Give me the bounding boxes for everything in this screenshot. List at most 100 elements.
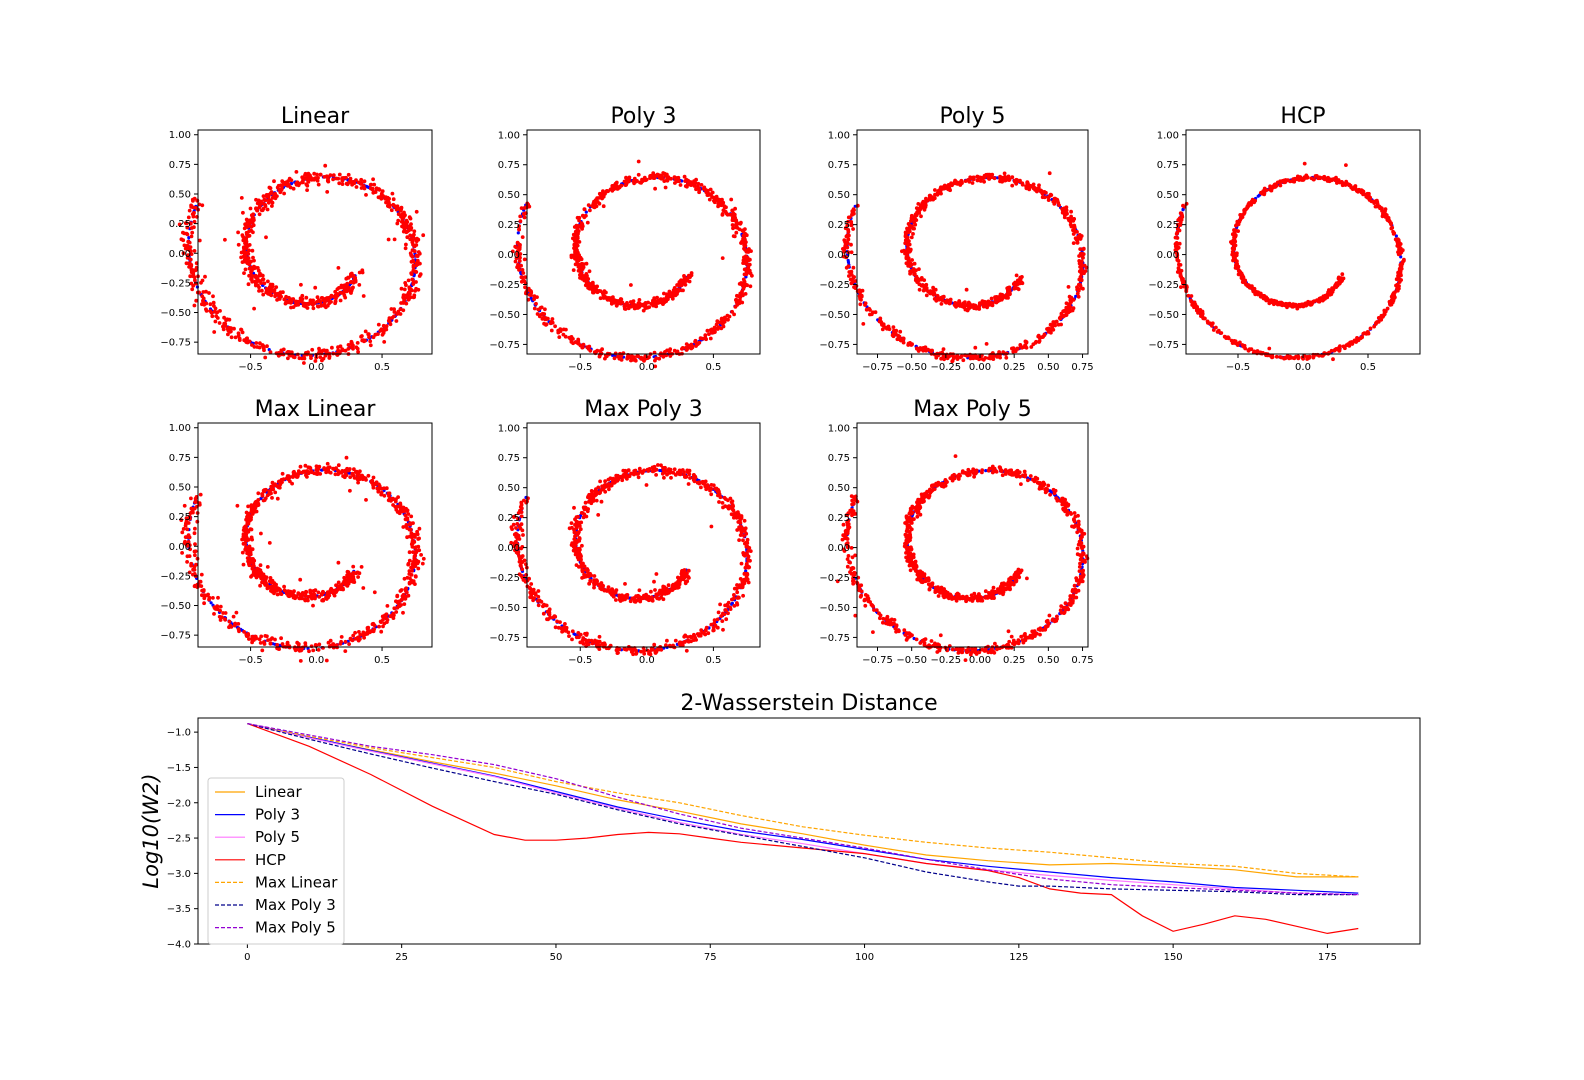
sample-point — [532, 306, 537, 311]
sample-point — [917, 287, 922, 292]
sample-point — [648, 175, 653, 179]
sample-point — [748, 257, 752, 262]
sample-point — [1013, 286, 1017, 291]
sample-point — [340, 182, 345, 187]
sample-point — [989, 296, 994, 301]
sample-point — [1077, 261, 1082, 266]
sample-point — [211, 294, 215, 299]
sample-point — [1037, 339, 1042, 343]
sample-point — [747, 247, 751, 251]
sample-point — [279, 187, 284, 192]
sample-point — [1040, 195, 1045, 200]
sample-point — [1355, 336, 1359, 340]
sample-point — [726, 317, 730, 322]
sample-point — [1020, 182, 1025, 187]
sample-point — [396, 212, 401, 217]
sample-point — [1278, 183, 1283, 188]
sample-point — [1391, 298, 1396, 303]
sample-point — [192, 303, 197, 308]
sample-point — [212, 304, 216, 308]
sample-point — [932, 293, 936, 297]
sample-point — [548, 321, 553, 326]
sample-point — [381, 331, 386, 335]
target-point — [195, 285, 199, 289]
sample-point — [1303, 175, 1308, 180]
sample-point — [263, 204, 268, 209]
sample-point — [308, 353, 313, 358]
y-tick-label: 0.25 — [498, 220, 520, 231]
sample-point — [1236, 220, 1240, 225]
sample-point — [236, 230, 241, 235]
y-tick-label: 0.50 — [498, 190, 520, 201]
sample-point — [1057, 203, 1061, 208]
sample-point — [973, 345, 978, 350]
sample-point — [717, 200, 722, 205]
sample-point — [579, 270, 583, 275]
sample-point — [333, 293, 338, 298]
sample-point — [1258, 291, 1263, 296]
sample-point — [253, 283, 258, 288]
sample-point — [1394, 283, 1398, 288]
sample-point — [847, 233, 851, 238]
sample-point — [851, 227, 855, 231]
sample-point — [846, 237, 850, 242]
sample-point — [738, 298, 742, 302]
sample-point — [961, 301, 966, 306]
sample-point — [337, 172, 342, 177]
sample-point — [207, 291, 211, 295]
sample-point — [200, 203, 205, 208]
sample-point — [741, 233, 746, 238]
sample-point — [575, 215, 580, 220]
sample-point — [387, 319, 392, 324]
sample-point — [677, 283, 682, 288]
sample-point — [522, 257, 527, 262]
sample-point — [1292, 179, 1297, 184]
sample-point — [250, 248, 255, 253]
sample-point — [187, 208, 192, 213]
sample-point — [958, 355, 963, 360]
sample-point — [878, 319, 882, 323]
sample-point — [337, 181, 342, 186]
sample-point — [1282, 302, 1287, 307]
target-point — [611, 353, 615, 357]
sample-point — [353, 279, 358, 284]
sample-point — [587, 269, 592, 274]
sample-point — [305, 188, 309, 193]
sample-point — [534, 301, 538, 306]
y-tick-label: 1.00 — [1157, 130, 1179, 141]
sample-point — [909, 216, 914, 221]
sample-point — [579, 257, 584, 262]
sample-point — [193, 206, 198, 210]
sample-point — [189, 281, 194, 286]
sample-point — [181, 251, 186, 256]
sample-point — [713, 329, 717, 334]
sample-point — [188, 257, 193, 262]
sample-point — [1007, 287, 1012, 291]
y-tick-label: 1.00 — [828, 130, 850, 141]
y-tick-label: 0.50 — [828, 190, 850, 201]
sample-point — [619, 354, 624, 358]
sample-point — [1076, 234, 1081, 239]
sample-point — [405, 295, 410, 300]
x-tick-label: 0.50 — [1037, 362, 1059, 373]
sample-point — [1368, 326, 1373, 331]
sample-point — [252, 306, 256, 311]
sample-point — [338, 298, 343, 303]
sample-point — [1179, 212, 1184, 216]
sample-point — [1329, 288, 1334, 293]
sample-point — [703, 187, 708, 192]
sample-point — [1304, 303, 1308, 308]
sample-point — [708, 187, 713, 192]
sample-point — [633, 358, 638, 363]
sample-point — [561, 327, 566, 332]
sample-point — [182, 243, 187, 248]
sample-point — [958, 183, 963, 187]
sample-point — [715, 319, 720, 324]
sample-point — [316, 182, 321, 187]
sample-point — [1353, 184, 1358, 188]
sample-point — [1071, 232, 1076, 236]
sample-point — [707, 197, 712, 202]
sample-point — [1068, 305, 1073, 310]
sample-point — [535, 312, 540, 316]
